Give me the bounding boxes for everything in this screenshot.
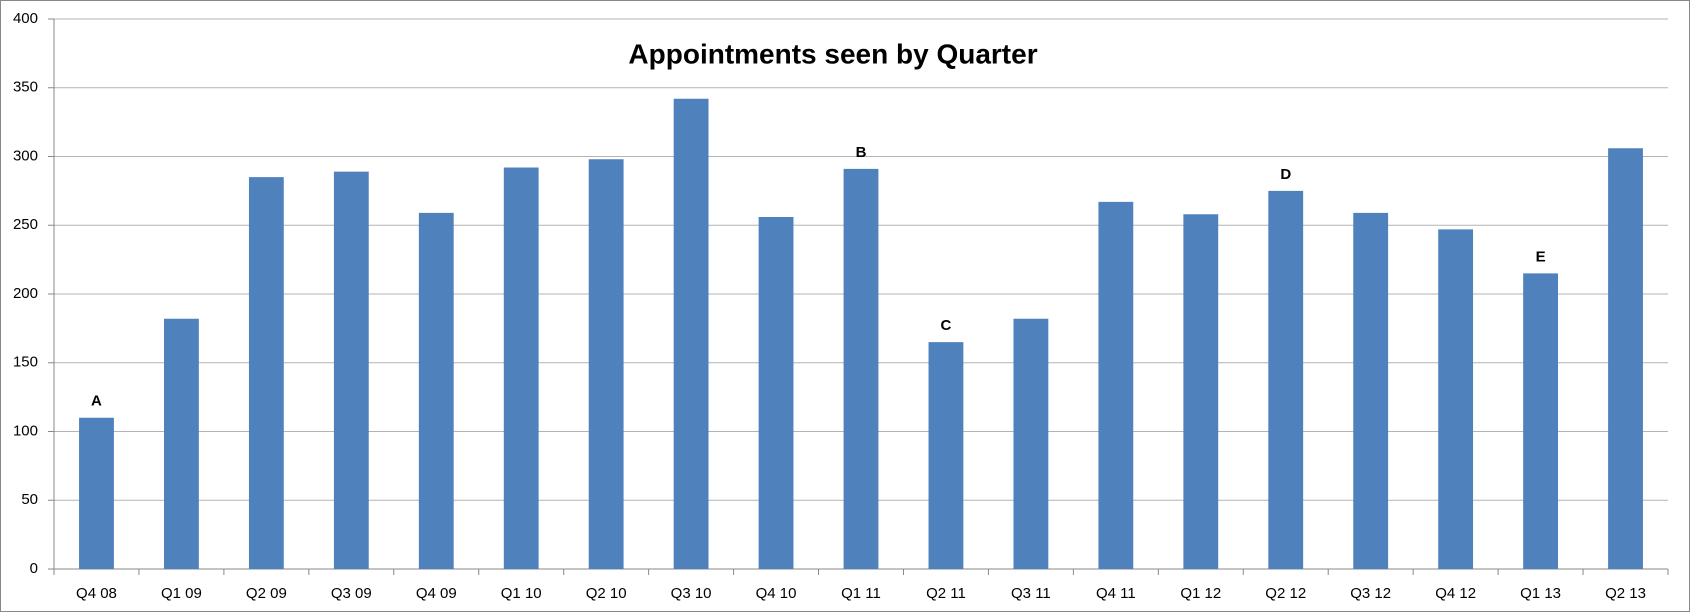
bar <box>1013 318 1049 569</box>
y-tick-label: 50 <box>21 491 38 508</box>
x-tick-label: Q2 11 <box>926 585 966 602</box>
bar <box>1438 229 1474 569</box>
bar <box>673 98 709 569</box>
x-tick-label: Q1 12 <box>1180 585 1221 602</box>
bar <box>164 318 199 569</box>
bar <box>843 168 879 569</box>
x-tick-label: Q4 10 <box>756 585 797 602</box>
x-tick-label: Q1 13 <box>1520 585 1561 602</box>
bar <box>1608 148 1643 569</box>
x-tick-label: Q4 11 <box>1096 585 1136 602</box>
y-tick-label: 150 <box>13 354 38 371</box>
annotation: A <box>91 393 102 410</box>
chart-title: Appointments seen by Quarter <box>628 38 1037 69</box>
y-tick-label: 100 <box>13 422 38 439</box>
bar <box>333 171 369 569</box>
bar <box>928 342 964 569</box>
bar <box>588 159 624 569</box>
bar <box>1098 201 1134 569</box>
bar <box>418 212 454 569</box>
bar <box>503 167 539 569</box>
bar <box>248 177 284 569</box>
x-tick-label: Q3 12 <box>1350 585 1391 602</box>
y-tick-label: 250 <box>13 216 38 233</box>
x-tick-label: Q2 10 <box>586 585 627 602</box>
y-tick-label: 400 <box>13 10 38 27</box>
annotation: B <box>856 144 867 161</box>
bar <box>1353 212 1389 569</box>
y-tick-label: 200 <box>13 285 38 302</box>
y-tick-label: 350 <box>13 79 38 96</box>
x-tick-label: Q1 09 <box>161 585 202 602</box>
annotation: E <box>1536 248 1546 265</box>
x-tick-label: Q4 08 <box>76 585 117 602</box>
bar <box>1523 273 1558 569</box>
x-tick-label: Q3 11 <box>1011 585 1051 602</box>
bar <box>79 417 114 569</box>
x-tick-label: Q3 10 <box>671 585 712 602</box>
annotation: D <box>1280 166 1291 183</box>
y-tick-label: 0 <box>30 560 38 577</box>
x-tick-label: Q4 12 <box>1435 585 1476 602</box>
x-tick-label: Q2 12 <box>1265 585 1306 602</box>
x-tick-label: Q3 09 <box>331 585 372 602</box>
bar <box>758 217 794 569</box>
bar <box>1183 214 1219 569</box>
x-tick-label: Q1 10 <box>501 585 542 602</box>
x-tick-label: Q2 13 <box>1605 585 1646 602</box>
x-tick-label: Q1 11 <box>841 585 881 602</box>
annotation: C <box>941 317 952 334</box>
bar <box>1268 190 1304 569</box>
y-tick-label: 300 <box>13 147 38 164</box>
x-tick-label: Q4 09 <box>416 585 457 602</box>
x-tick-label: Q2 09 <box>246 585 287 602</box>
